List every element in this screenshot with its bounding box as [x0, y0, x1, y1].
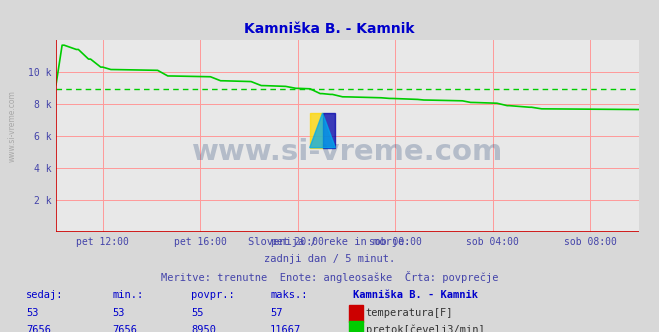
Text: pretok[čevelj3/min]: pretok[čevelj3/min]: [366, 325, 484, 332]
Bar: [310, 113, 322, 148]
Text: sedaj:: sedaj:: [26, 290, 64, 300]
Text: 11667: 11667: [270, 325, 301, 332]
Polygon shape: [310, 113, 335, 148]
Text: min.:: min.:: [112, 290, 143, 300]
Text: povpr.:: povpr.:: [191, 290, 235, 300]
Text: Kamniška B. - Kamnik: Kamniška B. - Kamnik: [353, 290, 478, 300]
Text: zadnji dan / 5 minut.: zadnji dan / 5 minut.: [264, 254, 395, 264]
Text: Slovenija / reke in morje.: Slovenija / reke in morje.: [248, 237, 411, 247]
Text: 53: 53: [26, 308, 39, 318]
Text: 55: 55: [191, 308, 204, 318]
Text: Kamniška B. - Kamnik: Kamniška B. - Kamnik: [244, 22, 415, 36]
Text: 53: 53: [112, 308, 125, 318]
Text: www.si-vreme.com: www.si-vreme.com: [192, 137, 503, 166]
Text: 57: 57: [270, 308, 283, 318]
Text: temperatura[F]: temperatura[F]: [366, 308, 453, 318]
Text: 8950: 8950: [191, 325, 216, 332]
Text: maks.:: maks.:: [270, 290, 308, 300]
Text: www.si-vreme.com: www.si-vreme.com: [8, 90, 17, 162]
Text: 7656: 7656: [26, 325, 51, 332]
Text: Meritve: trenutne  Enote: angleosaške  Črta: povprečje: Meritve: trenutne Enote: angleosaške Črt…: [161, 271, 498, 283]
Bar: [322, 113, 335, 148]
Text: 7656: 7656: [112, 325, 137, 332]
